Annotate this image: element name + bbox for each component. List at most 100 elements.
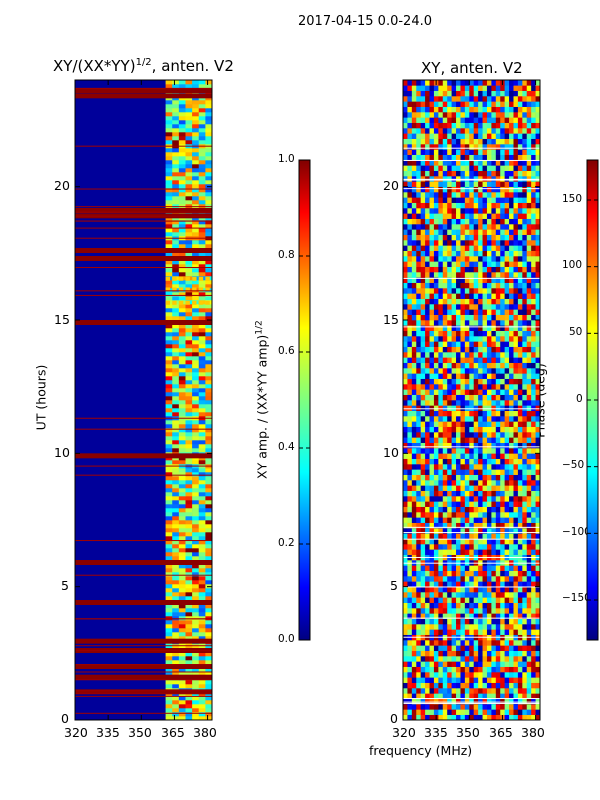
phase-cell xyxy=(526,202,532,209)
phase-cell xyxy=(416,165,421,171)
phase-cell xyxy=(495,272,501,278)
amp-cell xyxy=(178,156,186,161)
amp-cell xyxy=(178,328,186,333)
phase-cell xyxy=(420,138,426,145)
amp-flagged-line xyxy=(75,618,212,620)
phase-cell xyxy=(411,229,417,235)
phase-cell xyxy=(500,506,505,513)
phase-cell xyxy=(451,698,457,705)
phase-cell xyxy=(411,480,417,486)
amp-cell xyxy=(205,412,213,417)
phase-cell xyxy=(513,85,519,91)
phase-cell xyxy=(464,538,470,545)
phase-cell xyxy=(403,426,408,433)
phase-cell xyxy=(509,96,514,102)
phase-cell xyxy=(482,250,488,257)
phase-cell xyxy=(429,272,435,278)
amp-cell xyxy=(178,120,186,125)
phase-cell xyxy=(447,314,452,321)
amp-cell xyxy=(185,440,193,445)
phase-cell xyxy=(420,101,426,107)
phase-cell xyxy=(513,565,519,571)
phase-cell xyxy=(517,394,523,401)
phase-cell xyxy=(416,144,421,150)
phase-cell xyxy=(407,629,413,635)
phase-ytick: 0 xyxy=(390,711,398,726)
phase-cell xyxy=(513,448,519,454)
phase-cell xyxy=(500,592,505,598)
phase-cell xyxy=(517,362,523,369)
amp-cell xyxy=(185,556,193,561)
phase-cell xyxy=(469,629,475,635)
phase-cell xyxy=(456,677,461,683)
phase-cell xyxy=(473,213,479,219)
phase-cell xyxy=(451,122,457,129)
phase-cell xyxy=(473,272,479,278)
amp-cell xyxy=(198,388,206,393)
amp-cell xyxy=(172,396,180,401)
phase-cell xyxy=(460,293,466,299)
phase-cell xyxy=(420,240,426,246)
phase-cell xyxy=(460,661,466,667)
amp-cell xyxy=(205,168,213,173)
phase-cell xyxy=(526,576,532,582)
phase-cell xyxy=(464,464,470,470)
amp-flagged-line xyxy=(75,267,212,269)
phase-cell xyxy=(504,309,510,315)
phase-cell xyxy=(420,624,426,630)
phase-cell xyxy=(531,357,536,363)
phase-cell xyxy=(526,666,532,673)
phase-cell xyxy=(482,298,488,305)
phase-cell xyxy=(509,688,514,694)
phase-cell xyxy=(513,229,519,235)
phase-cell xyxy=(513,453,519,459)
phase-cell xyxy=(482,154,488,161)
phase-cell xyxy=(460,517,466,523)
phase-cell xyxy=(447,544,452,550)
phase-cell xyxy=(464,90,470,97)
amp-cell xyxy=(205,244,213,249)
phase-cell xyxy=(442,176,448,182)
amp-cell xyxy=(198,672,206,677)
phase-cell xyxy=(411,266,417,273)
phase-cell xyxy=(411,234,417,241)
phase-cell xyxy=(464,373,470,379)
phase-cell xyxy=(411,677,417,683)
phase-cell xyxy=(473,453,479,459)
phase-cell xyxy=(407,133,413,139)
phase-cell xyxy=(425,261,430,267)
phase-cell xyxy=(433,357,439,363)
phase-cell xyxy=(407,240,413,246)
phase-cell xyxy=(478,629,483,635)
phase-cell xyxy=(531,613,536,619)
amp-cell xyxy=(185,244,193,249)
phase-cell xyxy=(442,714,448,721)
phase-cell xyxy=(482,218,488,225)
amp-cell xyxy=(198,316,206,321)
phase-cell xyxy=(522,661,528,667)
phase-cell xyxy=(517,218,523,225)
amp-cell xyxy=(172,584,180,589)
phase-cell xyxy=(478,549,483,555)
amp-cell xyxy=(205,352,213,357)
phase-cell xyxy=(469,309,475,315)
phase-cell xyxy=(500,378,505,385)
amp-cell xyxy=(192,200,200,205)
phase-cell xyxy=(491,277,497,283)
phase-cell xyxy=(464,277,470,283)
phase-cell xyxy=(447,165,452,171)
amp-cell xyxy=(185,352,193,357)
phase-cell xyxy=(535,149,541,155)
phase-cell xyxy=(486,266,492,273)
phase-cell xyxy=(531,261,536,267)
phase-cell xyxy=(403,666,408,673)
phase-cell xyxy=(473,314,479,321)
phase-cell xyxy=(433,501,439,507)
amp-cell xyxy=(178,504,186,509)
phase-cell xyxy=(460,426,466,433)
phase-cell xyxy=(456,362,461,369)
phase-cell xyxy=(522,314,528,321)
amp-cell xyxy=(192,148,200,153)
amp-cell xyxy=(178,200,186,205)
phase-cell xyxy=(469,538,475,545)
